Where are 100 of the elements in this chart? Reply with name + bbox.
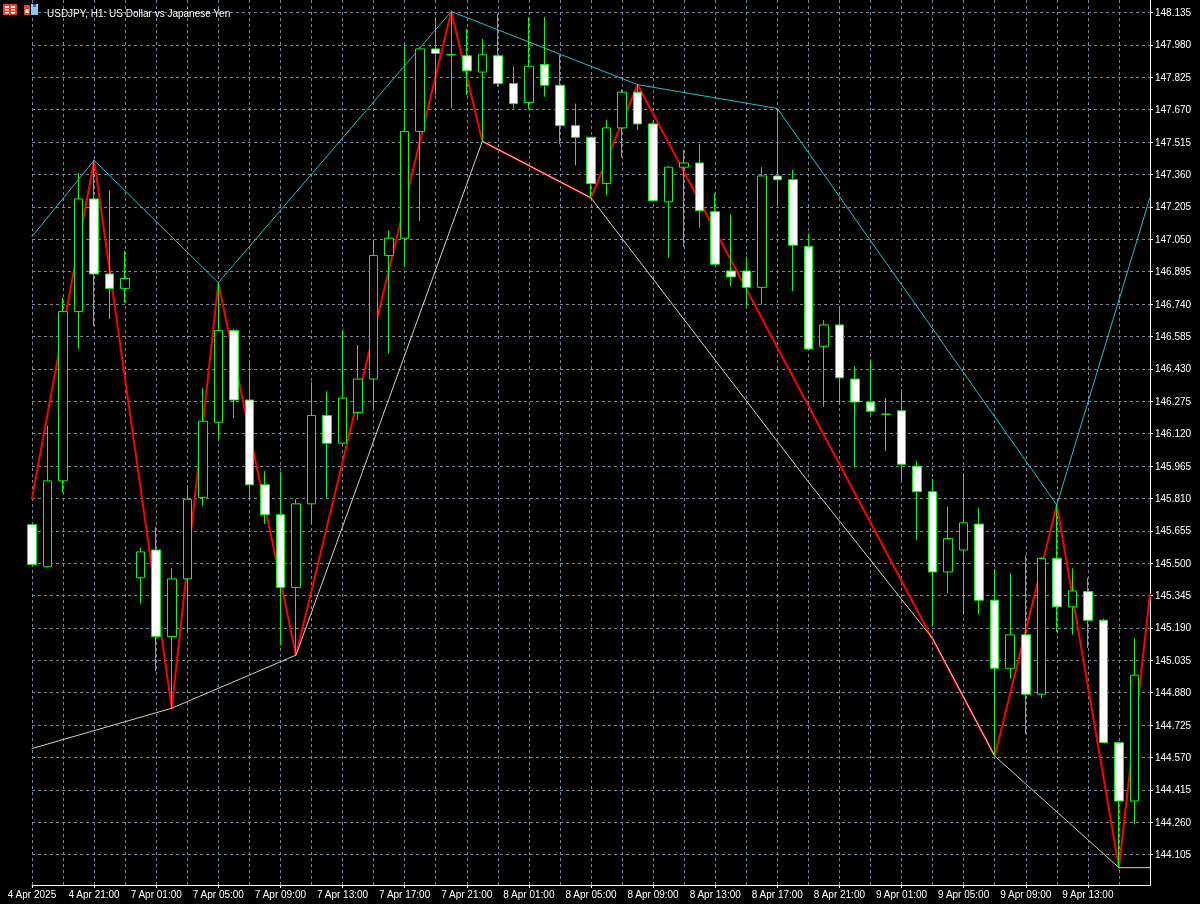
line-series [31, 10, 1151, 506]
y-tick-label: 144.725 [1155, 719, 1192, 731]
candlestick [602, 119, 611, 196]
candlestick [571, 103, 580, 167]
y-tick-label: 147.670 [1155, 104, 1192, 116]
y-tick-label: 146.740 [1155, 298, 1192, 310]
y-tick-label: 145.500 [1155, 557, 1192, 569]
y-tick-label: 145.965 [1155, 460, 1192, 472]
candlestick [493, 13, 503, 88]
candlestick [757, 166, 767, 306]
candlestick [291, 498, 301, 656]
x-tick-label: 9 Apr 13:00 [1062, 888, 1114, 900]
candlestick [183, 484, 192, 633]
y-tick-label: 148.135 [1155, 7, 1192, 19]
candlestick [1114, 741, 1124, 869]
candlestick [1068, 567, 1077, 636]
candlestick [648, 121, 658, 203]
candlestick [120, 250, 130, 304]
candlestick [214, 282, 223, 441]
candlestick [1052, 504, 1062, 633]
y-tick-label: 146.895 [1155, 266, 1192, 278]
candlestick [540, 16, 549, 98]
candlestick [617, 88, 627, 158]
y-tick-label: 146.275 [1155, 395, 1192, 407]
x-tick-label: 7 Apr 09:00 [254, 888, 307, 900]
x-tick-label: 8 Apr 01:00 [503, 888, 555, 900]
x-tick-label: 7 Apr 13:00 [316, 888, 369, 900]
candlestick [928, 478, 937, 626]
candlestick [322, 390, 332, 498]
y-tick-label: 147.205 [1155, 201, 1192, 213]
y-tick-label: 147.980 [1155, 39, 1192, 51]
candlestick [1037, 556, 1046, 699]
candlestick [664, 165, 673, 259]
x-tick-label: 7 Apr 05:00 [192, 888, 245, 900]
candlestick [710, 192, 720, 265]
candlestick [804, 233, 813, 351]
candlestick [462, 28, 472, 96]
candlestick [679, 149, 689, 248]
candlestick [555, 54, 565, 145]
x-tick-label: 8 Apr 21:00 [813, 888, 866, 900]
line-series [31, 140, 1151, 869]
candlestick [446, 10, 456, 109]
candlestick [974, 507, 984, 616]
y-tick-label: 145.345 [1155, 590, 1192, 602]
candlestick [229, 328, 239, 419]
candlestick [897, 388, 906, 483]
candlestick [369, 238, 378, 411]
y-tick-label: 147.825 [1155, 71, 1192, 83]
x-tick-label: 7 Apr 21:00 [441, 888, 493, 900]
candlestick [105, 189, 114, 320]
x-tick-label: 7 Apr 17:00 [379, 888, 431, 900]
candlestick [58, 297, 68, 494]
text: USDJPY, H1: US Dollar vs Japanese Yen [47, 7, 231, 19]
y-tick-label: 145.035 [1155, 654, 1192, 666]
y-tick-label: 144.570 [1155, 752, 1192, 764]
y-tick-label: 144.880 [1155, 687, 1192, 699]
candlestick [198, 387, 208, 507]
candlestick [1005, 572, 1015, 680]
candlestick [431, 16, 440, 96]
candlestick [260, 470, 270, 525]
candlestick [695, 143, 704, 229]
candlestick [524, 16, 534, 110]
candlestick [943, 506, 953, 594]
candlestick [245, 360, 254, 500]
candlestick [835, 305, 844, 405]
candlestick [773, 107, 782, 206]
x-tick-label: 4 Apr 2025 [7, 888, 57, 900]
candlestick [478, 38, 487, 142]
y-tick-label: 147.360 [1155, 168, 1192, 180]
y-tick-label: 145.810 [1155, 492, 1192, 504]
candlestick [1083, 577, 1093, 649]
x-tick-label: 7 Apr 01:00 [130, 888, 183, 900]
candlestick [819, 319, 829, 408]
candlestick [788, 169, 798, 292]
x-tick-label: 9 Apr 01:00 [875, 888, 928, 900]
candlestick [89, 159, 99, 327]
y-tick-label: 147.515 [1155, 136, 1192, 148]
candlestick [151, 526, 161, 672]
candlestick [400, 44, 409, 268]
candlestick [742, 256, 751, 307]
candlestick [866, 358, 875, 415]
candlestick [990, 568, 999, 757]
y-tick-label: 146.585 [1155, 330, 1192, 342]
candlestick [43, 425, 52, 568]
candlestick [384, 230, 394, 354]
y-tick-label: 144.415 [1155, 784, 1192, 796]
candlestick [276, 471, 285, 646]
candlestick [27, 524, 37, 566]
x-tick-label: 8 Apr 05:00 [565, 888, 618, 900]
y-tick-label: 147.050 [1155, 233, 1192, 245]
candlestick [633, 84, 642, 131]
candlestick [167, 567, 177, 709]
candlestick [959, 472, 968, 616]
candlestick [1099, 618, 1108, 744]
candlestick [1021, 554, 1031, 735]
y-tick-label: 146.430 [1155, 363, 1192, 375]
candlestick [881, 397, 891, 452]
y-tick-label: 146.120 [1155, 428, 1192, 440]
candlestick [415, 46, 425, 222]
candlestick [509, 65, 518, 109]
